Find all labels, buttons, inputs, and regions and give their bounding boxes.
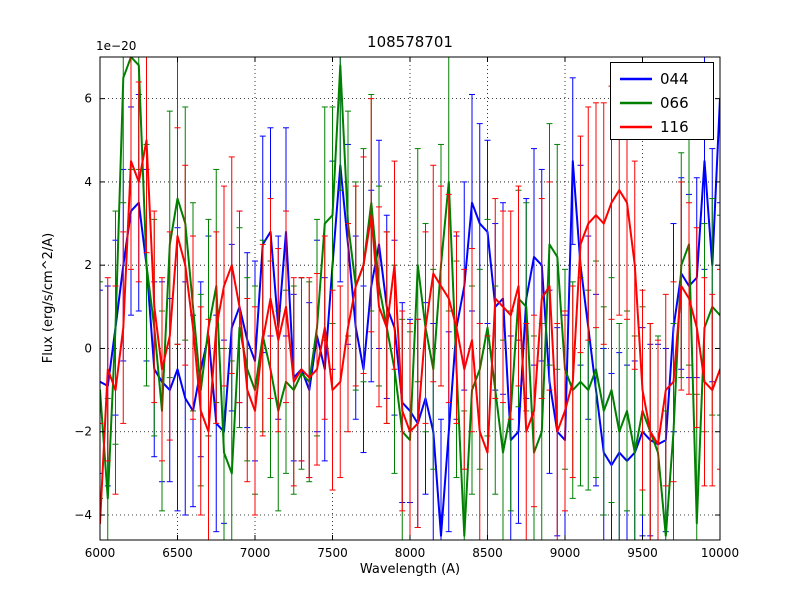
x-tick-label: 9000 <box>550 546 581 560</box>
y-axis-offset-text: 1e−20 <box>96 39 136 53</box>
x-tick-label: 7000 <box>240 546 271 560</box>
x-tick-label: 8000 <box>395 546 426 560</box>
legend[interactable]: 044 066 116 <box>610 62 714 140</box>
series-layer <box>100 57 720 540</box>
y-tick-label: −4 <box>74 508 92 522</box>
y-tick-label: −2 <box>74 425 92 439</box>
chart-title: 108578701 <box>367 33 453 51</box>
series-line-116 <box>100 139 720 525</box>
legend-label-066: 066 <box>660 94 689 112</box>
tick-label-layer: 6000 6500 7000 7500 8000 8500 9000 9500 10000 −4 −… <box>74 92 739 560</box>
x-tick-label: 6500 <box>162 546 193 560</box>
x-tick-label: 9500 <box>627 546 658 560</box>
legend-label-044: 044 <box>660 70 689 88</box>
y-tick-label: 2 <box>84 258 92 272</box>
x-axis-label: Wavelength (A) <box>360 562 460 577</box>
x-tick-label: 8500 <box>472 546 503 560</box>
tick-layer <box>99 57 721 540</box>
x-tick-label: 6000 <box>85 546 116 560</box>
y-tick-label: 6 <box>84 92 92 106</box>
series-116 <box>100 57 720 540</box>
y-tick-label: 4 <box>84 175 92 189</box>
legend-label-116: 116 <box>660 118 689 136</box>
y-tick-label: 0 <box>84 341 92 355</box>
x-tick-label: 7500 <box>317 546 348 560</box>
x-tick-label: 10000 <box>701 546 739 560</box>
y-axis-label: Flux (erg/s/cm^2/A) <box>41 233 56 363</box>
